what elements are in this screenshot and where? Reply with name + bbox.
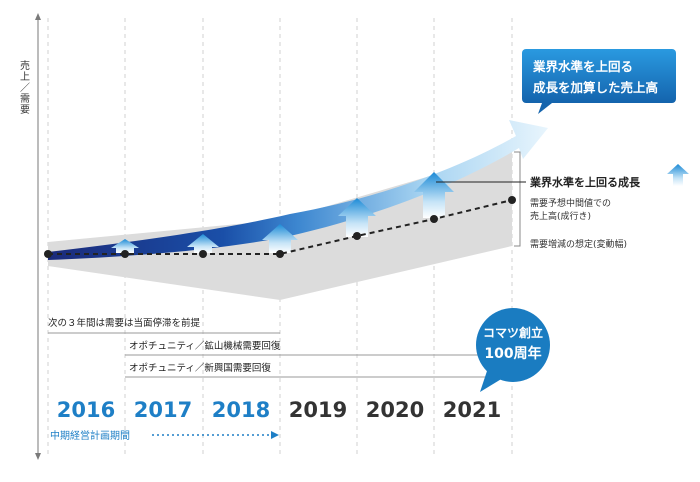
range-bracket [514,151,521,247]
badge-line2: 100周年 [484,345,541,362]
plan-period-arrowhead [271,431,279,439]
forecast-points [44,196,516,258]
forecast-point-2018 [199,250,207,258]
axis-up-arrowhead [35,13,41,20]
forecast-label-line2: 売上高(成行き) [530,210,591,222]
forecast-point-2019 [276,250,284,258]
y-axis-label: 売上／需要 [18,59,30,115]
note-emerging-demand: オポチュニティ／新興国需要回復 [129,362,271,374]
axis-down-arrowhead [35,453,41,460]
growth-arrow [48,120,548,260]
up-arrow-2017 [111,239,139,253]
year-2019: 2019 [289,398,347,422]
growth-label: 業界水準を上回る成長 [529,175,641,189]
year-2018: 2018 [212,398,270,422]
range-label: 需要増減の想定(変動幅) [530,238,627,250]
small-up-arrows [111,172,454,253]
callout-line1: 業界水準を上回る [532,59,633,74]
note-mining-demand: オポチュニティ／鉱山機械需要回復 [129,340,281,352]
forecast-point-2017 [121,250,129,258]
period-notes: 次の３年間は需要は当面停滞を前提 オポチュニティ／鉱山機械需要回復 オポチュニテ… [48,317,512,378]
up-arrow-2019 [262,224,298,253]
up-arrow-2020 [338,198,376,237]
year-2021: 2021 [443,398,501,422]
forecast-point-2016 [44,250,52,258]
badge-line1: コマツ創立 [483,325,543,340]
growth-legend-up-arrow [667,164,689,186]
year-2016: 2016 [57,398,115,422]
year-2017: 2017 [134,398,192,422]
up-arrow-2021 [414,172,454,218]
callout-top: 業界水準を上回る 成長を加算した売上高 [522,49,676,114]
year-labels: 2016 2017 2018 2019 2020 2021 [57,398,501,422]
forecast-point-end [508,196,516,204]
plan-period-label: 中期経営計画期間 [50,429,130,442]
forecast-point-2021 [430,215,438,223]
year-2020: 2020 [366,398,424,422]
y-axis [35,13,41,460]
centennial-badge: コマツ創立 100周年 [476,308,550,392]
up-arrow-2018 [187,234,219,253]
note-demand-stagnation: 次の３年間は需要は当面停滞を前提 [48,317,201,329]
forecast-label-line1: 需要予想中間値での [530,197,611,209]
callout-line2: 成長を加算した売上高 [533,80,658,95]
forecast-point-2020 [353,232,361,240]
